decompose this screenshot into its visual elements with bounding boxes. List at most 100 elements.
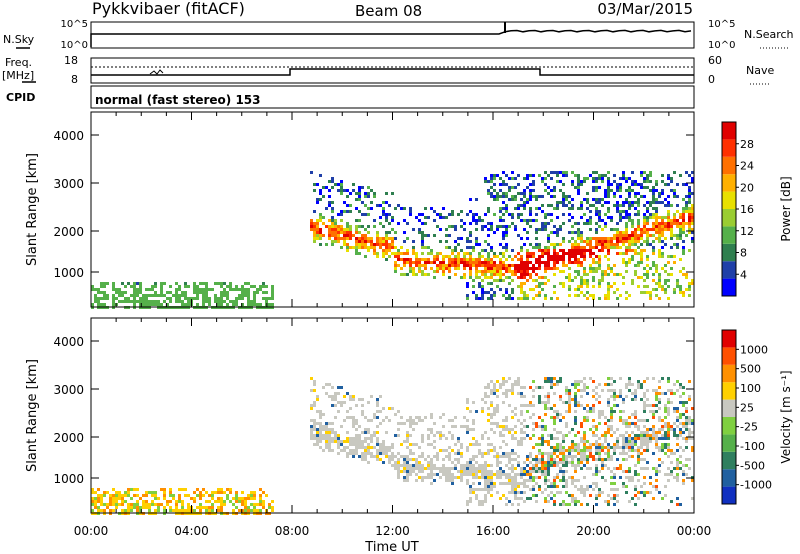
power-cell [538,261,541,264]
power-cell [616,201,619,204]
power-cell [688,282,691,285]
velocity-cell [103,494,106,497]
velocity-cell [646,398,649,401]
power-cell [439,228,442,231]
power-cell [643,240,646,243]
power-cell [445,234,448,237]
power-cell [427,261,430,264]
power-cell [562,249,565,252]
power-cell [358,240,361,243]
power-cell [481,297,484,300]
power-cell [523,189,526,192]
velocity-cell [607,404,610,407]
power-cell [595,213,598,216]
power-cell [688,225,691,228]
power-cell [466,282,469,285]
power-cell [544,294,547,297]
power-cell [169,291,172,294]
power-cell [571,237,574,240]
velocity-cell [511,464,514,467]
velocity-cell [319,434,322,437]
power-cell [517,264,520,267]
power-cell [532,195,535,198]
cpid-value: normal (fast stereo) 153 [95,93,261,107]
velocity-cell [193,500,196,503]
power-cell [355,231,358,234]
velocity-cell [583,443,586,446]
power-cell [505,207,508,210]
power-cell [520,261,523,264]
power-cell [529,273,532,276]
power-cell [448,276,451,279]
power-cell [397,258,400,261]
velocity-cell [583,455,586,458]
power-cell [628,240,631,243]
velocity-cell [358,446,361,449]
velocity-cell [472,419,475,422]
velocity-cell [406,467,409,470]
power-cell [691,279,694,282]
power-cell [643,186,646,189]
velocity-cell [124,509,127,512]
velocity-cell [325,443,328,446]
power-cell [262,285,265,288]
velocity-cell [484,500,487,503]
velocity-cell [385,449,388,452]
power-cell [517,213,520,216]
power-cell [553,291,556,294]
velocity-cell [559,398,562,401]
power-cell [493,264,496,267]
power-cell [535,207,538,210]
power-cell [487,261,490,264]
velocity-cell [511,428,514,431]
power-cell [508,186,511,189]
velocity-cell [163,506,166,509]
power-cell [118,294,121,297]
velocity-cell [529,488,532,491]
velocity-cell [607,383,610,386]
power-cell [448,225,451,228]
power-cell [664,237,667,240]
velocity-cell [541,467,544,470]
power-cell [634,270,637,273]
velocity-cell [640,491,643,494]
power-cell [640,183,643,186]
power-cell [625,201,628,204]
power-cell [319,192,322,195]
power-cell [544,225,547,228]
power-cell [607,210,610,213]
power-cell [391,228,394,231]
velocity-cell [316,395,319,398]
velocity-cell [676,389,679,392]
velocity-cell [517,419,520,422]
velocity-cell [514,458,517,461]
power-cell [487,192,490,195]
power-cell [679,288,682,291]
velocity-cell [658,416,661,419]
velocity-cell [379,458,382,461]
power-cell [517,258,520,261]
power-cell [511,291,514,294]
power-cell [331,222,334,225]
velocity-cell [328,431,331,434]
power-cell [424,207,427,210]
velocity-cell [490,476,493,479]
velocity-cell [676,479,679,482]
velocity-cell [658,419,661,422]
power-cell [664,264,667,267]
power-cell [334,225,337,228]
power-cell [133,285,136,288]
power-cell [628,249,631,252]
velocity-cell [328,428,331,431]
velocity-cell [610,413,613,416]
freq-tick-top: 18 [64,54,78,67]
velocity-cell [541,458,544,461]
velocity-cell [688,458,691,461]
power-cell [457,261,460,264]
nave-label: Nave [746,64,774,77]
velocity-cell [622,440,625,443]
velocity-cell [547,392,550,395]
power-cell [670,204,673,207]
power-cell [520,192,523,195]
